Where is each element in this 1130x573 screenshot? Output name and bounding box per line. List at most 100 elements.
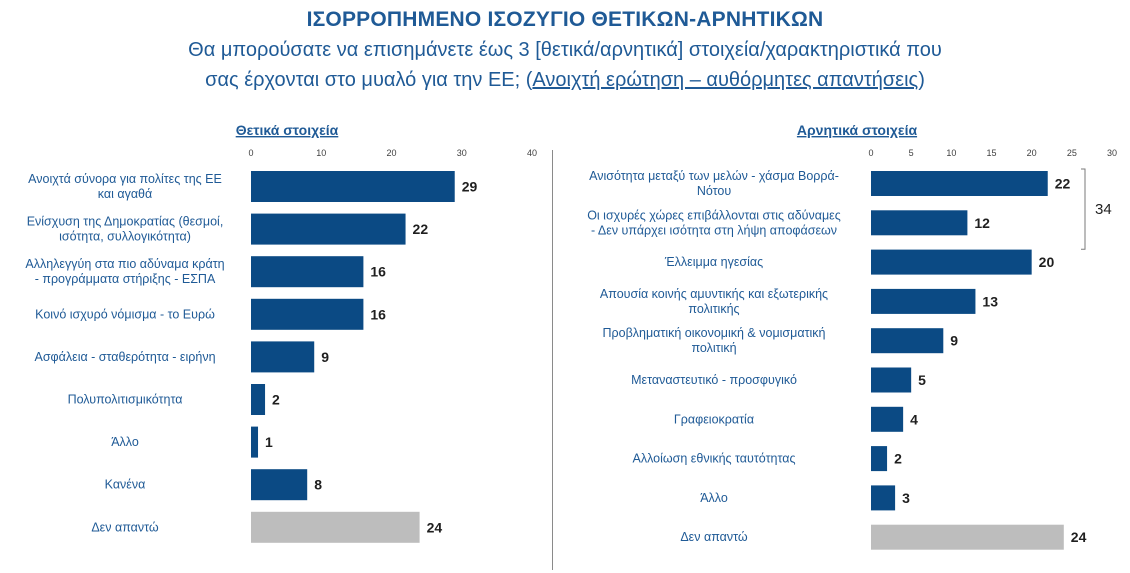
negative-category-label-line: πολιτικής	[688, 302, 739, 316]
positive-category-label: Κοινό ισχυρό νόμισμα - το Ευρώ	[35, 307, 215, 321]
positive-category-label: Αλληλεγγύη στα πιο αδύναμα κράτη - προγρά…	[25, 257, 224, 286]
negative-category-label-line: Απουσία κοινής αμυντικής και εξωτερικής	[600, 287, 828, 301]
positive-category-label-line: Ασφάλεια - σταθερότητα - ειρήνη	[34, 350, 215, 364]
positive-category-label-line: Κοινό ισχυρό νόμισμα - το Ευρώ	[35, 307, 215, 321]
positive-data-label: 9	[321, 349, 329, 365]
negative-data-label: 12	[974, 215, 990, 231]
positive-category-label: Κανένα	[105, 478, 146, 492]
negative-category-label: Αλλοίωση εθνικής ταυτότητας	[633, 452, 796, 466]
page-title: ΙΣΟΡΡΟΠΗΜΕΝΟ ΙΣΟΖΥΓΙΟ ΘΕΤΙΚΩΝ-ΑΡΝΗΤΙΚΩΝ	[306, 8, 824, 31]
negative-data-label: 24	[1071, 529, 1087, 545]
negative-bar	[871, 171, 1048, 196]
positive-data-label: 1	[265, 434, 273, 450]
negative-bracket-total: 34	[1095, 201, 1112, 218]
positive-tick-label: 40	[527, 148, 537, 158]
positive-bar	[251, 171, 455, 202]
positive-tick-label: 0	[248, 148, 253, 158]
negative-data-label: 5	[918, 372, 926, 388]
positive-bar	[251, 511, 420, 543]
positive-tick-label: 20	[386, 148, 396, 158]
positive-category-label: Ασφάλεια - σταθερότητα - ειρήνη	[34, 350, 215, 364]
positive-data-label: 29	[462, 179, 478, 195]
negative-category-label-line: Ανισότητα μεταξύ των μελών - χάσμα Βορρά…	[589, 169, 839, 183]
negative-data-label: 9	[950, 333, 958, 349]
negative-bar	[871, 367, 912, 393]
positive-category-label-line: - προγράμματα στήριξης - ΕΣΠΑ	[35, 272, 216, 286]
negative-tick-label: 25	[1067, 148, 1077, 158]
positive-panel-title: Θετικά στοιχεία	[236, 122, 339, 138]
negative-data-label: 22	[1055, 176, 1071, 192]
negative-category-label-line: Άλλο	[700, 491, 728, 505]
negative-tick-label: 15	[986, 148, 996, 158]
negative-bar	[871, 328, 944, 354]
negative-category-label: Προβληματική οικονομική & νομισματική πολ…	[603, 326, 826, 355]
negative-category-label-line: Αλλοίωση εθνικής ταυτότητας	[633, 452, 796, 466]
positive-bar	[251, 213, 406, 245]
positive-category-label: Ανοιχτά σύνορα για πολίτες της ΕΕ και αγα…	[28, 172, 222, 201]
negative-data-label: 13	[982, 293, 998, 309]
positive-data-label: 24	[427, 519, 443, 535]
positive-category-label-line: Αλληλεγγύη στα πιο αδύναμα κράτη	[25, 257, 224, 271]
negative-category-label-line: Έλλειμμα ηγεσίας	[664, 255, 763, 269]
negative-tick-label: 5	[909, 148, 914, 158]
positive-category-label-line: Ενίσχυση της Δημοκρατίας (θεσμοί,	[27, 215, 224, 229]
negative-category-label-line: Οι ισχυρές χώρες επιβάλλονται στις αδύνα…	[587, 208, 841, 222]
positive-category-label-line: Άλλο	[111, 435, 139, 449]
negative-category-label: Γραφειοκρατία	[674, 412, 754, 426]
positive-category-label: Πολυπολιτισμικότητα	[68, 393, 183, 407]
negative-bar	[871, 446, 888, 472]
negative-category-label: Οι ισχυρές χώρες επιβάλλονται στις αδύνα…	[587, 208, 841, 237]
negative-category-label-line: - Δεν υπάρχει ισότητα στη λήψη αποφάσεων	[591, 223, 837, 237]
positive-category-label-line: Κανένα	[105, 478, 146, 492]
positive-category-label-line: Δεν απαντώ	[91, 520, 159, 534]
negative-data-label: 3	[902, 490, 910, 506]
negative-tick-label: 0	[868, 148, 873, 158]
positive-category-label: Ενίσχυση της Δημοκρατίας (θεσμοί, ισότητα…	[27, 215, 224, 244]
negative-tick-label: 20	[1027, 148, 1037, 158]
positive-category-label-line: Ανοιχτά σύνορα για πολίτες της ΕΕ	[28, 172, 222, 186]
negative-tick-label: 10	[946, 148, 956, 158]
subtitle-end: )	[918, 69, 925, 91]
positive-tick-label: 10	[316, 148, 326, 158]
positive-bar	[251, 426, 259, 458]
negative-category-label: Άλλο	[700, 491, 728, 505]
positive-bar	[251, 469, 308, 501]
positive-data-label: 16	[370, 306, 386, 322]
positive-bar	[251, 341, 315, 373]
negative-data-label: 4	[910, 411, 918, 427]
negative-bar	[871, 406, 904, 432]
page-subtitle-line2: σας έρχονται στο μυαλό για την ΕΕ; (Ανοι…	[0, 69, 1130, 92]
negative-category-label: Δεν απαντώ	[680, 530, 748, 544]
negative-tick-label: 30	[1107, 148, 1117, 158]
negative-data-label: 2	[894, 451, 902, 467]
negative-category-label: Απουσία κοινής αμυντικής και εξωτερικής π…	[600, 287, 828, 316]
negative-category-label-line: Προβληματική οικονομική & νομισματική	[603, 326, 826, 340]
negative-category-label-line: Γραφειοκρατία	[674, 412, 754, 426]
negative-panel-title: Αρνητικά στοιχεία	[797, 122, 918, 138]
positive-tick-label: 30	[457, 148, 467, 158]
negative-category-label-line: Νότου	[697, 184, 732, 198]
positive-category-label: Άλλο	[111, 435, 139, 449]
positive-data-label: 8	[314, 477, 322, 493]
subtitle-underlined: Ανοιχτή ερώτηση – αυθόρμητες απαντήσεις	[532, 69, 919, 91]
positive-data-label: 22	[413, 221, 429, 237]
negative-bar	[871, 485, 896, 511]
negative-category-label-line: πολιτική	[691, 341, 736, 355]
negative-category-label: Έλλειμμα ηγεσίας	[664, 255, 763, 269]
positive-category-label-line: Πολυπολιτισμικότητα	[68, 393, 183, 407]
negative-bracket	[1081, 168, 1086, 250]
positive-data-label: 2	[272, 392, 280, 408]
negative-data-label: 20	[1039, 254, 1055, 270]
negative-category-label-line: Μεταναστευτικό - προσφυγικό	[631, 373, 797, 387]
subtitle-start: σας έρχονται στο μυαλό για την ΕΕ; (	[205, 69, 533, 91]
negative-bar	[871, 210, 968, 236]
negative-category-label-line: Δεν απαντώ	[680, 530, 748, 544]
negative-bar	[871, 249, 1032, 275]
negative-bar	[871, 288, 976, 314]
positive-bar	[251, 298, 364, 330]
positive-category-label: Δεν απαντώ	[91, 520, 159, 534]
negative-bar	[871, 524, 1064, 550]
positive-bar	[251, 256, 364, 288]
positive-bar	[251, 384, 266, 415]
